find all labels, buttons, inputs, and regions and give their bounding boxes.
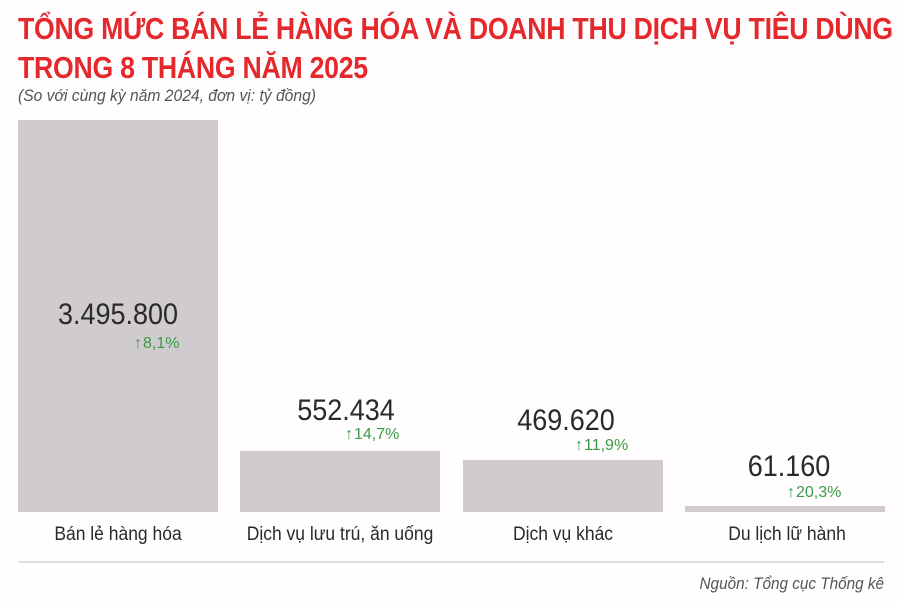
bar-ban-le-hang-hoa xyxy=(18,120,218,512)
growth-value: 20,3% xyxy=(796,484,842,501)
bar-du-lich-lu-hanh xyxy=(685,506,885,512)
growth-badge: ↑11,9% xyxy=(575,438,628,454)
arrow-up-icon: ↑ xyxy=(345,426,353,443)
bar-value: 552.434 xyxy=(297,394,395,427)
bar-dich-vu-luu-tru xyxy=(240,451,440,512)
bar-value: 61.160 xyxy=(747,450,831,483)
category-label: Bán lẻ hàng hóa xyxy=(54,524,182,545)
growth-value: 14,7% xyxy=(354,426,400,443)
chart-title-line1: TỔNG MỨC BÁN LẺ HÀNG HÓA VÀ DOANH THU DỊ… xyxy=(18,11,893,46)
chart-title-line2: TRONG 8 THÁNG NĂM 2025 xyxy=(18,50,368,85)
source-note: Nguồn: Tổng cục Thống kê xyxy=(699,574,884,593)
growth-value: 8,1% xyxy=(143,335,180,352)
bar-dich-vu-khac xyxy=(463,460,663,512)
growth-value: 11,9% xyxy=(584,437,629,454)
category-label: Dịch vụ lưu trú, ăn uống xyxy=(246,524,434,545)
bar-value: 3.495.800 xyxy=(57,298,179,331)
chart-subtitle: (So với cùng kỳ năm 2024, đơn vị: tỷ đồn… xyxy=(18,86,316,105)
arrow-up-icon: ↑ xyxy=(787,484,795,501)
bar-value: 469.620 xyxy=(517,404,615,437)
arrow-up-icon: ↑ xyxy=(134,335,142,352)
growth-badge: ↑20,3% xyxy=(787,485,841,501)
growth-badge: ↑8,1% xyxy=(134,336,179,352)
growth-badge: ↑14,7% xyxy=(345,427,399,443)
category-label: Du lịch lữ hành xyxy=(728,524,846,545)
category-label: Dịch vụ khác xyxy=(512,524,614,545)
footer-divider xyxy=(18,561,884,563)
arrow-up-icon: ↑ xyxy=(575,437,583,454)
